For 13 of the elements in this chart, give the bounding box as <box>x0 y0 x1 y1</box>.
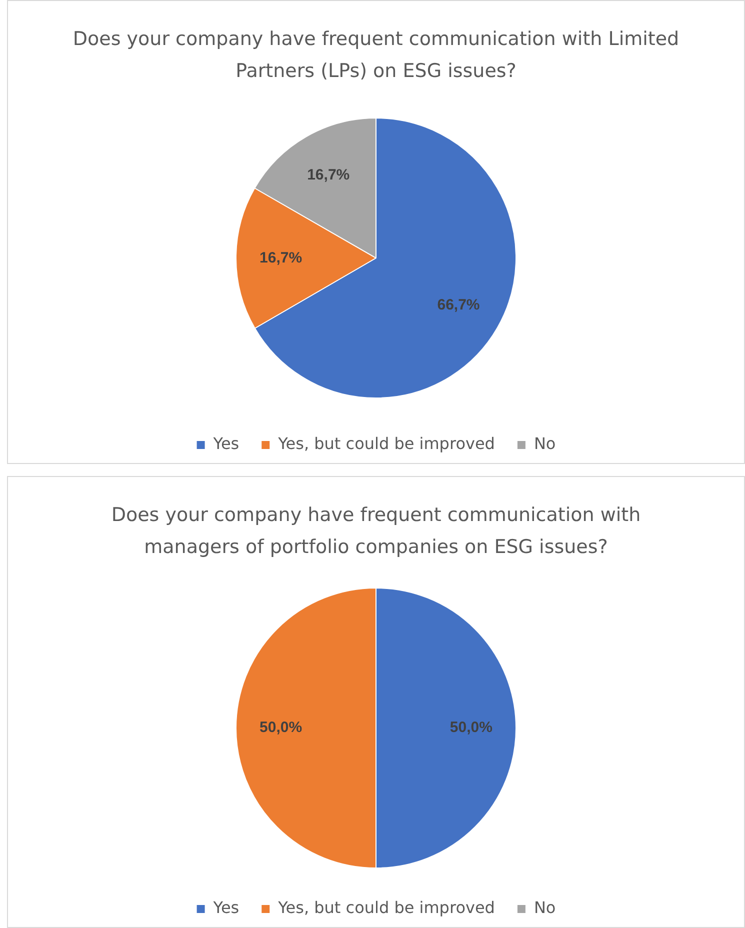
data-label: 66,7% <box>437 296 480 314</box>
legend-label: Yes <box>212 434 240 454</box>
data-label: 50,0% <box>260 719 302 736</box>
data-label: 50,0% <box>450 719 492 736</box>
data-label: 16,7% <box>307 166 350 184</box>
legend-label: No <box>534 434 556 454</box>
data-label: 16,7% <box>260 249 302 266</box>
legend-label: Yes, but could be improved <box>277 434 495 454</box>
legend-label: Yes <box>212 898 240 918</box>
legend-label: Yes, but could be improved <box>277 898 495 918</box>
legend-label: No <box>534 898 556 918</box>
chart-title: Does your company have frequent communication with Limited Partners (LPs) on ESG issues? <box>72 27 680 84</box>
chart-title: Does your company have frequent communication with managers of portfolio companies on ESG issues? <box>110 503 642 560</box>
